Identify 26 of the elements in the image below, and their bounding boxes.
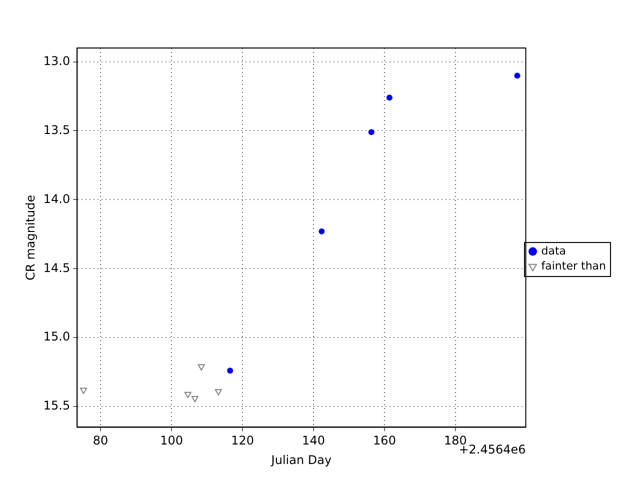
y-tick-label: 13.5 [43,122,70,137]
x-tick-label: 120 [231,434,254,448]
point [184,392,192,398]
point [198,364,205,371]
x-axis-title: Julian Day [270,452,332,467]
point [368,129,374,136]
x-tick-label: 80 [92,434,108,448]
point [227,368,234,374]
point [80,388,88,394]
x-tick-label: 160 [373,434,396,448]
x-tick-label: 180 [444,434,467,448]
x-tick-label: 140 [302,434,325,448]
y-tick-label: 13.0 [43,54,70,68]
y-tick-label: 14.0 [43,192,70,206]
y-tick-label: 15.5 [43,398,70,413]
y-tick-label: 15.0 [43,330,70,344]
point [191,396,198,402]
point [214,389,222,396]
y-tick-label: 14.5 [43,260,70,275]
y-axis-title: CR magnitude [23,194,38,280]
point [318,228,325,234]
legend-label: data [541,244,566,258]
x-tick-label: 100 [160,434,183,448]
legend-label: fainter than [541,259,606,272]
point [514,72,520,79]
point [386,94,392,101]
